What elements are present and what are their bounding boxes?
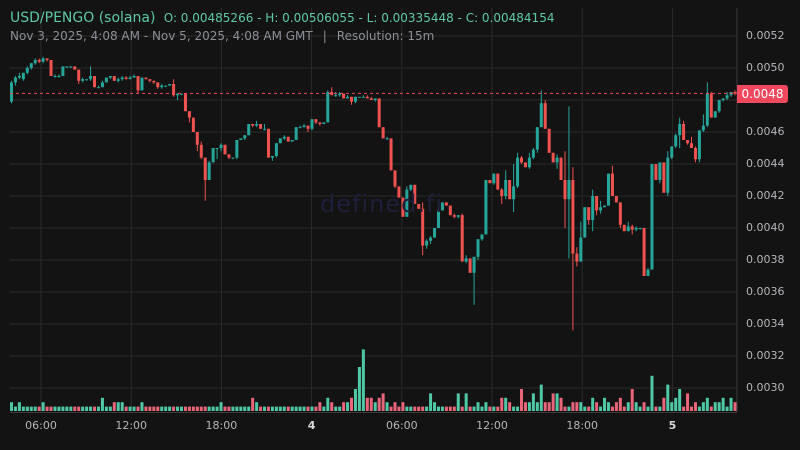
resolution[interactable]: Resolution: 15m [336,29,435,43]
price-tick-label: 0.0052 [746,29,785,42]
watermark: defined.fi [320,190,444,218]
pair-title: USD/PENGO (solana) [10,10,156,26]
separator: | [322,29,327,43]
price-tick-label: 0.0044 [746,157,785,170]
price-tick-label: 0.0036 [746,285,785,298]
price-tick-label: 0.0038 [746,253,785,266]
price-tick-label: 0.0032 [746,349,785,362]
current-price-badge: 0.0048 [737,85,788,103]
time-tick-label: 12:00 [476,419,508,432]
candles [10,56,737,331]
price-tick-label: 0.0050 [746,61,785,74]
price-tick-label: 0.0040 [746,221,785,234]
ohlc-values: O: 0.00485266 - H: 0.00506055 - L: 0.003… [163,11,555,25]
time-tick-label: 5 [668,419,677,432]
time-tick-label: 18:00 [205,419,238,432]
time-tick-label: 18:00 [566,419,599,432]
volume-bars [10,349,737,411]
time-tick-label: 4 [307,419,316,432]
price-tick-label: 0.0046 [746,125,785,138]
price-tick-label: 0.0034 [746,317,785,330]
price-tick-label: 0.0030 [746,381,785,394]
time-tick-label: 06:00 [385,419,418,432]
time-tick-label: 06:00 [25,419,57,432]
price-tick-label: 0.0042 [746,189,785,202]
chart-grid [10,8,737,412]
date-range: Nov 3, 2025, 4:08 AM - Nov 5, 2025, 4:08… [10,29,313,43]
time-tick-label: 12:00 [115,419,148,432]
chart-legend: USD/PENGO (solana) O: 0.00485266 - H: 0.… [10,10,554,43]
